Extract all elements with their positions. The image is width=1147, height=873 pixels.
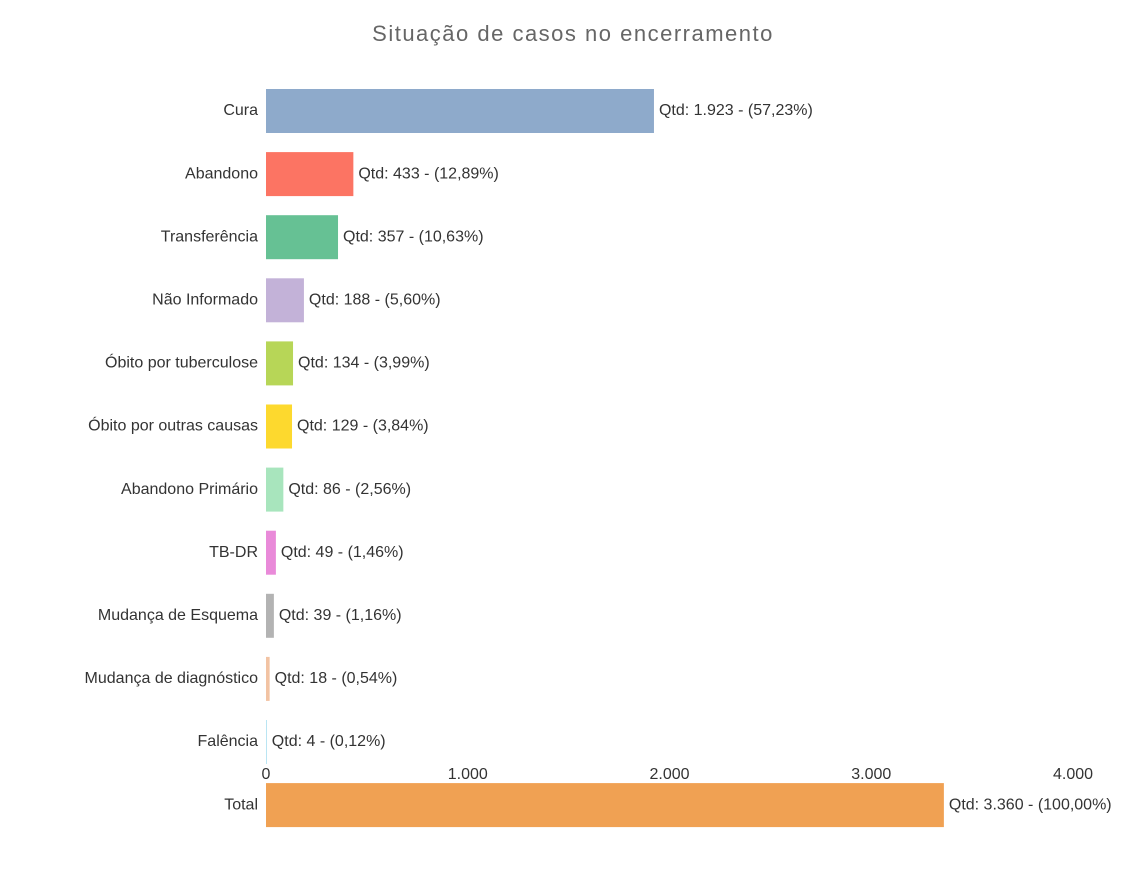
data-label: Qtd: 433 - (12,89%) (358, 165, 499, 182)
bar (266, 215, 339, 260)
data-label: Qtd: 129 - (3,84%) (297, 418, 429, 435)
y-tick-label: Falência (198, 733, 259, 750)
y-tick-label: Óbito por tuberculose (105, 353, 258, 372)
y-tick-label: Transferência (161, 228, 258, 245)
bar (266, 467, 284, 512)
data-label: Qtd: 3.360 - (100,00%) (949, 796, 1112, 813)
y-tick-label: Abandono Primário (121, 481, 258, 498)
y-tick-label: Total (224, 796, 258, 813)
bar (266, 656, 270, 701)
bar (266, 404, 293, 449)
bar (266, 152, 354, 197)
bar (266, 530, 276, 575)
y-tick-label: Óbito por outras causas (88, 416, 258, 435)
y-tick-label: Mudança de diagnóstico (85, 670, 259, 687)
chart-title: Situação de casos no encerramento (372, 21, 774, 46)
bar (266, 89, 654, 133)
data-label: Qtd: 39 - (1,16%) (279, 607, 402, 624)
x-tick-label: 0 (262, 766, 271, 783)
x-tick-label: 2.000 (649, 766, 689, 783)
data-label: Qtd: 357 - (10,63%) (343, 228, 484, 245)
x-tick-label: 4.000 (1053, 766, 1093, 783)
data-label: Qtd: 134 - (3,99%) (298, 355, 430, 372)
y-tick-label: Mudança de Esquema (98, 607, 258, 624)
data-label: Qtd: 18 - (0,54%) (275, 670, 398, 687)
x-tick-label: 3.000 (851, 766, 891, 783)
bar (266, 341, 294, 386)
y-tick-label: Não Informado (152, 292, 258, 309)
data-label: Qtd: 86 - (2,56%) (288, 481, 411, 498)
y-tick-label: Abandono (185, 165, 258, 182)
x-tick-label: 1.000 (448, 766, 488, 783)
data-label: Qtd: 49 - (1,46%) (281, 544, 404, 561)
y-tick-label: TB-DR (209, 544, 258, 561)
y-tick-label: Cura (223, 102, 258, 119)
bar (266, 720, 267, 764)
data-label: Qtd: 188 - (5,60%) (309, 292, 441, 309)
bar (266, 783, 944, 828)
data-label: Qtd: 4 - (0,12%) (272, 733, 386, 750)
data-label: Qtd: 1.923 - (57,23%) (659, 102, 813, 119)
bar (266, 278, 304, 323)
bar (266, 593, 274, 638)
